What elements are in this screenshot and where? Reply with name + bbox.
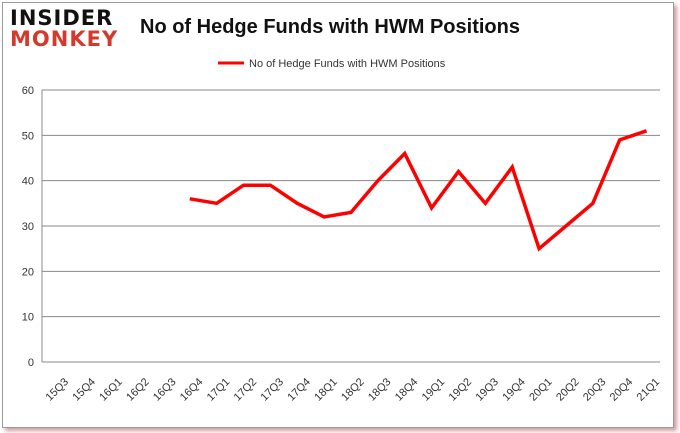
insider-monkey-logo: INSIDER MONKEY (10, 8, 118, 50)
x-tick-label: 20Q3 (581, 376, 609, 404)
series-line (189, 129, 648, 252)
x-tick-label: 19Q4 (500, 376, 528, 404)
x-tick-label: 16Q2 (124, 376, 152, 404)
x-tick-label: 19Q3 (473, 376, 501, 404)
legend-label: No of Hedge Funds with HWM Positions (249, 58, 446, 70)
y-tick-label: 10 (22, 312, 34, 324)
x-tick-label: 20Q2 (554, 376, 582, 404)
x-tick-label: 18Q4 (393, 376, 421, 404)
x-tick-label: 19Q2 (447, 376, 475, 404)
logo-line2: MONKEY (10, 27, 119, 51)
x-tick-label: 17Q2 (232, 376, 260, 404)
x-tick-label: 15Q3 (44, 376, 72, 404)
x-tick-label: 19Q1 (420, 376, 448, 404)
y-tick-label: 40 (22, 176, 34, 188)
x-tick-label: 16Q1 (97, 376, 125, 404)
chart-title: No of Hedge Funds with HWM Positions (140, 16, 520, 38)
logo-line1: INSIDER (10, 6, 114, 30)
x-tick-label: 18Q3 (366, 376, 394, 404)
x-tick-label: 21Q1 (635, 376, 663, 404)
x-tick-label: 16Q3 (151, 376, 179, 404)
y-tick-label: 30 (22, 221, 34, 233)
y-tick-label: 0 (28, 357, 34, 369)
x-tick-label: 20Q1 (527, 376, 555, 404)
x-tick-label: 20Q4 (608, 376, 636, 404)
y-tick-label: 20 (22, 266, 34, 278)
x-tick-label: 15Q4 (70, 376, 98, 404)
x-tick-label: 17Q1 (205, 376, 233, 404)
y-tick-label: 60 (22, 85, 34, 97)
x-tick-label: 17Q3 (259, 376, 287, 404)
x-tick-label: 18Q2 (339, 376, 367, 404)
x-tick-label: 17Q4 (285, 376, 313, 404)
x-tick-label: 18Q1 (312, 376, 340, 404)
x-tick-label: 16Q4 (178, 376, 206, 404)
y-tick-label: 50 (22, 130, 34, 142)
